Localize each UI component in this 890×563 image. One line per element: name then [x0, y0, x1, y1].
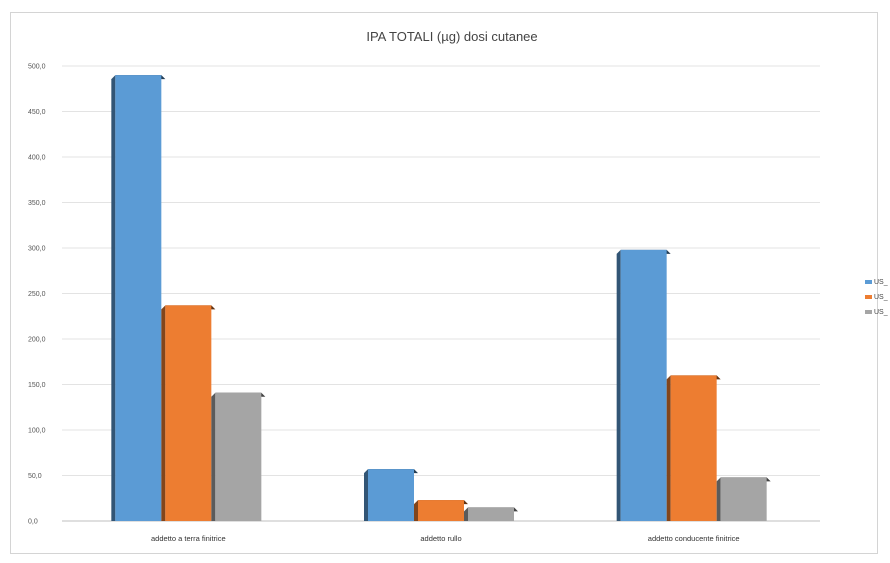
x-category-label: addetto conducente finitrice — [648, 534, 740, 543]
legend-swatch — [865, 295, 872, 299]
chart-title: IPA TOTALI (µg) dosi cutanee — [366, 29, 537, 44]
bar — [418, 500, 464, 521]
bar-side — [364, 469, 368, 521]
y-tick-label: 100,0 — [28, 428, 46, 435]
y-tick-label: 250,0 — [28, 291, 46, 298]
bar — [215, 392, 262, 521]
y-tick-label: 0,0 — [28, 519, 38, 526]
bar — [620, 249, 667, 521]
bar — [368, 469, 414, 521]
y-tick-label: 50,0 — [28, 473, 42, 480]
bar-side — [716, 477, 721, 521]
x-category-label: addetto a terra finitrice — [151, 534, 226, 543]
y-tick-label: 400,0 — [28, 155, 46, 162]
legend-swatch — [865, 280, 872, 284]
bar — [115, 75, 162, 521]
bars — [111, 75, 771, 521]
bar-side — [111, 75, 116, 521]
bar-side — [616, 249, 621, 521]
y-tick-label: 450,0 — [28, 109, 46, 116]
y-tick-label: 300,0 — [28, 246, 46, 253]
legend-label: US_ — [874, 279, 888, 286]
y-tick-label: 200,0 — [28, 337, 46, 344]
y-tick-label: 500,0 — [28, 64, 46, 71]
x-category-label: addetto rullo — [420, 534, 461, 543]
y-tick-label: 350,0 — [28, 200, 46, 207]
bar-side — [666, 375, 671, 521]
x-axis: addetto a terra finitrice addetto rullo ad… — [151, 534, 740, 543]
bar — [720, 477, 767, 521]
bar-side — [464, 507, 468, 521]
legend-label: US_ — [874, 294, 888, 301]
bar-side — [161, 305, 166, 521]
y-axis: 0,0 50,0 100,0 150,0 200,0 250,0 300,0 350,0 400… — [28, 64, 46, 526]
bar-side — [211, 392, 216, 521]
bar — [670, 375, 717, 521]
bar — [468, 507, 514, 521]
legend-swatch — [865, 310, 872, 314]
legend: US_ US_ US_ — [865, 279, 888, 316]
bar — [165, 305, 212, 521]
bar-side — [414, 500, 418, 521]
legend-label: US_ — [874, 309, 888, 316]
y-tick-label: 150,0 — [28, 382, 46, 389]
